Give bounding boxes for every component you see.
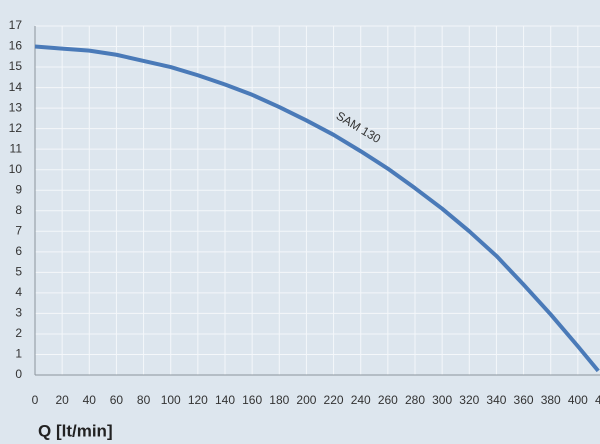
y-tick-label: 14	[9, 80, 23, 94]
x-tick-label: 100	[161, 393, 181, 407]
x-tick-label: 0	[32, 393, 39, 407]
x-tick-label: 340	[486, 393, 506, 407]
y-tick-label: 1	[15, 347, 22, 361]
x-tick-label: 420	[595, 393, 600, 407]
y-tick-label: 6	[15, 244, 22, 258]
y-tick-label: 9	[15, 182, 22, 196]
x-tick-label: 220	[324, 393, 344, 407]
y-tick-label: 10	[9, 162, 23, 176]
y-tick-label: 4	[15, 285, 22, 299]
y-tick-label: 15	[9, 59, 23, 73]
y-tick-label: 5	[15, 265, 22, 279]
y-tick-label: 3	[15, 306, 22, 320]
x-tick-label: 400	[568, 393, 588, 407]
y-tick-label: 2	[15, 326, 22, 340]
x-tick-label: 300	[432, 393, 452, 407]
x-tick-label: 140	[215, 393, 235, 407]
x-tick-label: 20	[55, 393, 69, 407]
y-tick-label: 12	[9, 121, 23, 135]
y-tick-label: 7	[15, 223, 22, 237]
x-tick-label: 280	[405, 393, 425, 407]
x-axis-title: Q [lt/min]	[38, 421, 113, 440]
x-tick-label: 180	[269, 393, 289, 407]
x-tick-label: 380	[541, 393, 561, 407]
x-tick-label: 40	[83, 393, 97, 407]
y-tick-label: 16	[9, 39, 23, 53]
x-tick-label: 260	[378, 393, 398, 407]
x-tick-label: 320	[459, 393, 479, 407]
x-tick-label: 360	[514, 393, 534, 407]
x-tick-label: 80	[137, 393, 151, 407]
y-tick-label: 13	[9, 100, 23, 114]
curve	[34, 44, 600, 373]
y-tick-label: 8	[15, 203, 22, 217]
x-tick-label: 160	[242, 393, 262, 407]
x-tick-label: 60	[110, 393, 124, 407]
x-tick-label: 240	[351, 393, 371, 407]
y-tick-label: 0	[15, 367, 22, 381]
x-tick-label: 200	[296, 393, 316, 407]
y-tick-label: 17	[9, 18, 23, 32]
x-tick-label: 120	[188, 393, 208, 407]
y-tick-label: 11	[10, 141, 23, 155]
